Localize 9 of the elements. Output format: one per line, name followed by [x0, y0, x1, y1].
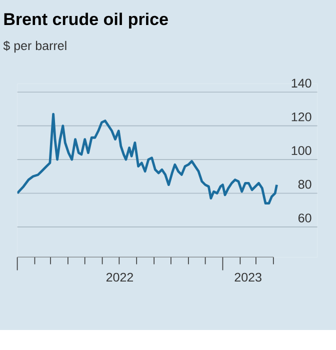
y-tick-label: 140	[292, 78, 312, 88]
y-tick-label: 120	[292, 112, 312, 122]
x-tick-label: 2022	[106, 272, 134, 282]
y-tick-label: 80	[298, 180, 312, 189]
x-tick-label: 2023	[234, 272, 262, 282]
y-tick-label: 60	[298, 214, 312, 222]
y-tick-label: 100	[292, 146, 312, 156]
chart-title: Brent crude oil price	[4, 12, 168, 29]
chart-subtitle: $ per barrel	[3, 40, 66, 53]
